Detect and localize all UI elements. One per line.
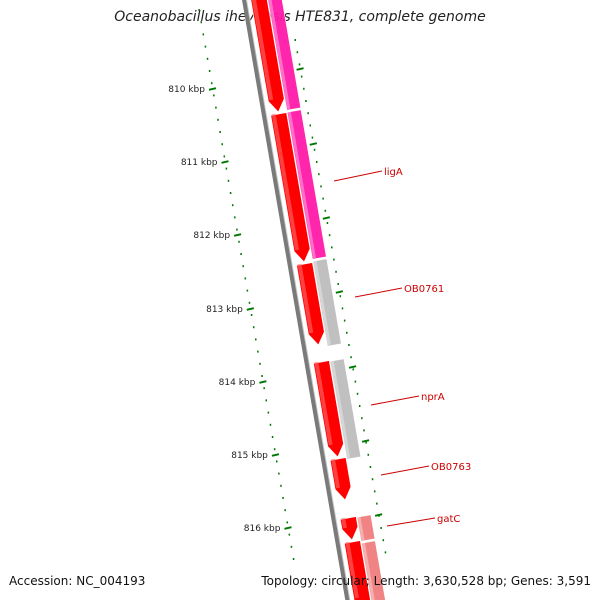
gene-bar-highlight — [287, 110, 316, 259]
gene-label: gatC — [437, 514, 460, 525]
major-tick — [233, 233, 242, 237]
major-tick — [221, 160, 229, 164]
gene-label-leader — [380, 465, 430, 476]
gene-bar-highlight — [361, 541, 375, 600]
gene-label: OB0761 — [404, 284, 444, 295]
scale-label: 815 kbp — [231, 451, 268, 461]
gene-bar-gatC — [356, 514, 376, 542]
scale-label: 812 kbp — [193, 231, 230, 241]
scale-label: 811 kbp — [181, 158, 218, 168]
scale-label: 813 kbp — [206, 305, 243, 315]
major-tick — [309, 142, 318, 146]
gene-labels: ligA OB0761 nprA OB0763 gatC — [333, 167, 471, 527]
gene-bar-OB0761 — [312, 258, 342, 347]
gene-bar-highlight — [268, 0, 291, 110]
major-tick — [348, 365, 357, 369]
cds-arrow-highlight — [341, 517, 347, 529]
gene-label: ligA — [384, 167, 403, 178]
scale-label: 816 kbp — [244, 524, 281, 534]
gene-bar — [361, 540, 386, 600]
major-tick — [284, 526, 292, 530]
major-tick — [322, 216, 331, 220]
accession-text: Accession: NC_004193 — [9, 574, 146, 588]
gene-label: OB0763 — [431, 462, 471, 473]
genome-summary-text: Topology: circular; Length: 3,630,528 bp… — [261, 574, 591, 588]
major-tick — [271, 453, 280, 457]
scale-label: 814 kbp — [219, 378, 256, 388]
major-tick — [259, 380, 267, 384]
gene-bar-ligA — [286, 109, 327, 260]
major-tick — [208, 87, 217, 91]
major-tick — [361, 439, 370, 443]
gene-label-leader — [354, 287, 403, 298]
gene-label-leader — [370, 395, 420, 406]
cds-arrow-highlight — [297, 263, 314, 334]
major-tick — [246, 307, 255, 311]
cds-arrow-highlight — [331, 458, 340, 489]
major-tick — [296, 67, 304, 71]
gene-label-leader — [386, 517, 436, 527]
cds-arrow-highlight — [345, 541, 359, 599]
scale-ticks: 810 kbp 811 kbp 812 kbp 813 kbp 814 kbp 815 k… — [168, 9, 387, 560]
cds-arrow-highlight — [314, 361, 333, 446]
cds-arrows — [250, 0, 371, 600]
gene-bars — [267, 0, 386, 600]
gene-bar — [267, 0, 302, 111]
gene-label: nprA — [421, 392, 445, 403]
major-tick — [335, 290, 344, 294]
cds-arrow-highlight — [251, 0, 274, 101]
gene-bar-highlight — [330, 359, 351, 459]
major-tick — [374, 513, 383, 517]
cds-arrow-highlight — [271, 113, 299, 251]
scale-label: 810 kbp — [168, 85, 205, 95]
gene-bar-highlight — [357, 515, 365, 541]
backbone-line — [242, 0, 350, 600]
gene-bar-nprA — [329, 358, 362, 460]
gene-bar-highlight — [313, 259, 331, 346]
genome-backbone — [242, 0, 351, 600]
map-title: Oceanobacillus iheyensis HTE831, complet… — [114, 9, 486, 25]
gene-label-leader — [333, 170, 383, 182]
